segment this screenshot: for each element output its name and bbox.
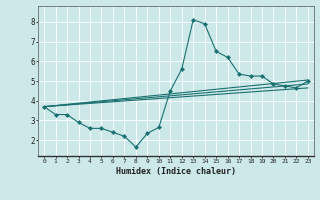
X-axis label: Humidex (Indice chaleur): Humidex (Indice chaleur) xyxy=(116,167,236,176)
